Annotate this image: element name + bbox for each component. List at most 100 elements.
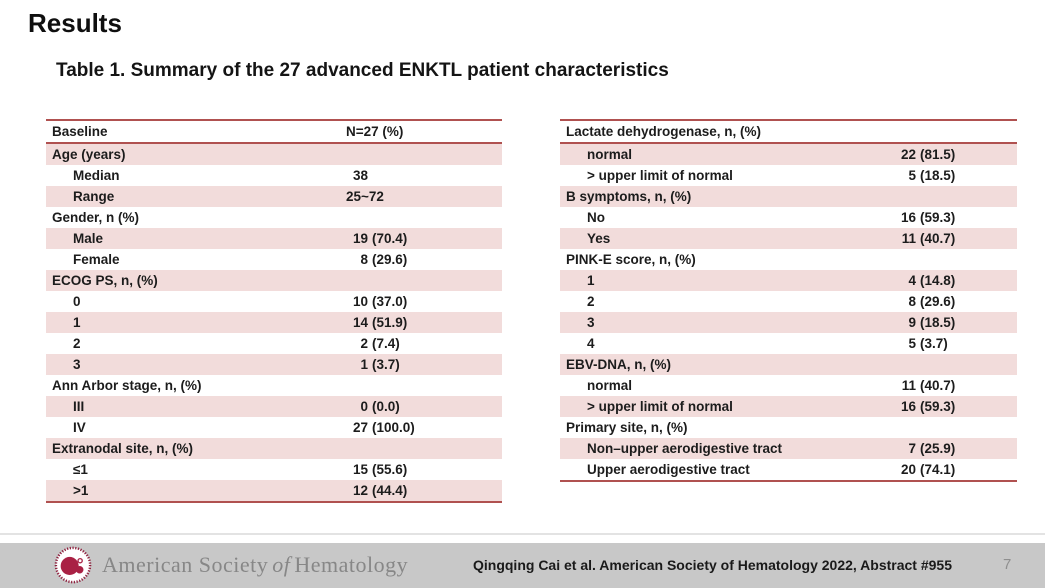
row-value-count: 15: [352, 462, 368, 477]
row-value-count: 19: [352, 231, 368, 246]
ash-logo: American Society of Hematology: [54, 546, 408, 584]
row-value-count: 14: [352, 315, 368, 330]
ash-logo-text-of: of: [272, 552, 291, 577]
row-label: No: [587, 210, 605, 225]
row-label: Gender, n (%): [52, 210, 140, 225]
table-row: 1 4 (14.8): [560, 270, 1017, 291]
ash-logo-text: American Society of Hematology: [102, 552, 408, 578]
row-value-percent: (29.6): [372, 252, 408, 267]
footer-bar: American Society of Hematology Qingqing Ca…: [0, 543, 1045, 588]
row-label: Female: [73, 252, 120, 267]
header-value-text: N=27 (%): [346, 124, 404, 139]
table-row: IV 27 (100.0): [46, 417, 502, 438]
row-value: 4 (14.8): [892, 270, 955, 291]
table-header-row: Lactate dehydrogenase, n, (%): [560, 121, 1017, 144]
ash-logo-text-post: Hematology: [294, 552, 409, 577]
row-label: Male: [73, 231, 104, 246]
row-value-percent: (40.7): [920, 231, 956, 246]
table-row: Upper aerodigestive tract 20 (74.1): [560, 459, 1017, 480]
row-label: PINK-E score, n, (%): [566, 252, 696, 267]
row-label: > upper limit of normal: [587, 399, 733, 414]
row-value-percent: (18.5): [920, 315, 956, 330]
row-value-count: 25~72: [346, 189, 384, 204]
row-value-percent: (55.6): [372, 462, 408, 477]
row-value-percent: (70.4): [372, 231, 408, 246]
row-value: 10 (37.0): [346, 291, 407, 312]
row-label: EBV-DNA, n, (%): [566, 357, 672, 372]
table-row: 3 1 (3.7): [46, 354, 502, 375]
row-label: >1: [73, 483, 89, 498]
row-value-percent: (7.4): [372, 336, 400, 351]
row-label: III: [73, 399, 85, 414]
row-label: Upper aerodigestive tract: [587, 462, 750, 477]
row-value-count: 0: [360, 399, 368, 414]
table-row: >1 12 (44.4): [46, 480, 502, 501]
header-label: Baseline: [52, 124, 108, 139]
row-label: 2: [587, 294, 595, 309]
row-label: 1: [587, 273, 595, 288]
row-value-count: 12: [352, 483, 368, 498]
row-value: 11 (40.7): [892, 375, 956, 396]
row-value: 11 (40.7): [892, 228, 956, 249]
row-value-percent: (29.6): [920, 294, 956, 309]
table-row: Female 8 (29.6): [46, 249, 502, 270]
row-value-count: 16: [900, 210, 916, 225]
table-row: No 16 (59.3): [560, 207, 1017, 228]
row-value: 14 (51.9): [346, 312, 407, 333]
table-row: 2 8 (29.6): [560, 291, 1017, 312]
table-row: ECOG PS, n, (%): [46, 270, 502, 291]
row-value: 5 (18.5): [892, 165, 955, 186]
page-number: 7: [1003, 556, 1012, 573]
page-title: Results: [28, 8, 122, 38]
row-value-percent: (18.5): [920, 168, 956, 183]
row-value-percent: (59.3): [920, 210, 956, 225]
row-label: 3: [587, 315, 595, 330]
row-label: 1: [73, 315, 81, 330]
table-row: 3 9 (18.5): [560, 312, 1017, 333]
row-value-count: 5: [908, 168, 916, 183]
row-value: 19 (70.4): [346, 228, 407, 249]
row-label: ECOG PS, n, (%): [52, 273, 158, 288]
row-value-percent: (100.0): [372, 420, 415, 435]
row-value-count: 8: [360, 252, 368, 267]
row-value-percent: (14.8): [920, 273, 956, 288]
row-value: 25~72: [346, 186, 384, 207]
row-label: Ann Arbor stage, n, (%): [52, 378, 202, 393]
table-row: 0 10 (37.0): [46, 291, 502, 312]
row-value-count: 16: [900, 399, 916, 414]
ash-logo-icon: [54, 546, 92, 584]
row-value-percent: (81.5): [920, 147, 956, 162]
citation-text: Qingqing Cai et al. American Society of …: [473, 557, 953, 573]
row-label: 0: [73, 294, 81, 309]
row-value: 15 (55.6): [346, 459, 407, 480]
row-value: 2 (7.4): [346, 333, 400, 354]
table-row: 4 5 (3.7): [560, 333, 1017, 354]
row-value: 12 (44.4): [346, 480, 407, 501]
row-value: 27 (100.0): [346, 417, 415, 438]
row-label: 3: [73, 357, 81, 372]
row-value-percent: (40.7): [920, 378, 956, 393]
row-value-count: 7: [908, 441, 916, 456]
table-row: Yes 11 (40.7): [560, 228, 1017, 249]
row-label: Range: [73, 189, 115, 204]
row-label: 4: [587, 336, 595, 351]
table-row: Male 19 (70.4): [46, 228, 502, 249]
row-value-count: 22: [900, 147, 916, 162]
table-row: Age (years): [46, 144, 502, 165]
row-value-count: 4: [908, 273, 916, 288]
row-value-percent: (74.1): [920, 462, 956, 477]
header-value: N=27 (%): [346, 121, 403, 142]
row-label: Age (years): [52, 147, 126, 162]
row-value-percent: (59.3): [920, 399, 956, 414]
row-value-count: 8: [908, 294, 916, 309]
row-value: 0 (0.0): [346, 396, 399, 417]
row-value: 9 (18.5): [892, 312, 955, 333]
row-value-percent: (44.4): [372, 483, 408, 498]
table-row: Range 25~72: [46, 186, 502, 207]
footer-divider-line: [0, 533, 1045, 535]
row-label: normal: [587, 147, 633, 162]
table-row: PINK-E score, n, (%): [560, 249, 1017, 270]
row-value-count: 27: [352, 420, 368, 435]
row-value: 5 (3.7): [892, 333, 947, 354]
table-row: EBV-DNA, n, (%): [560, 354, 1017, 375]
